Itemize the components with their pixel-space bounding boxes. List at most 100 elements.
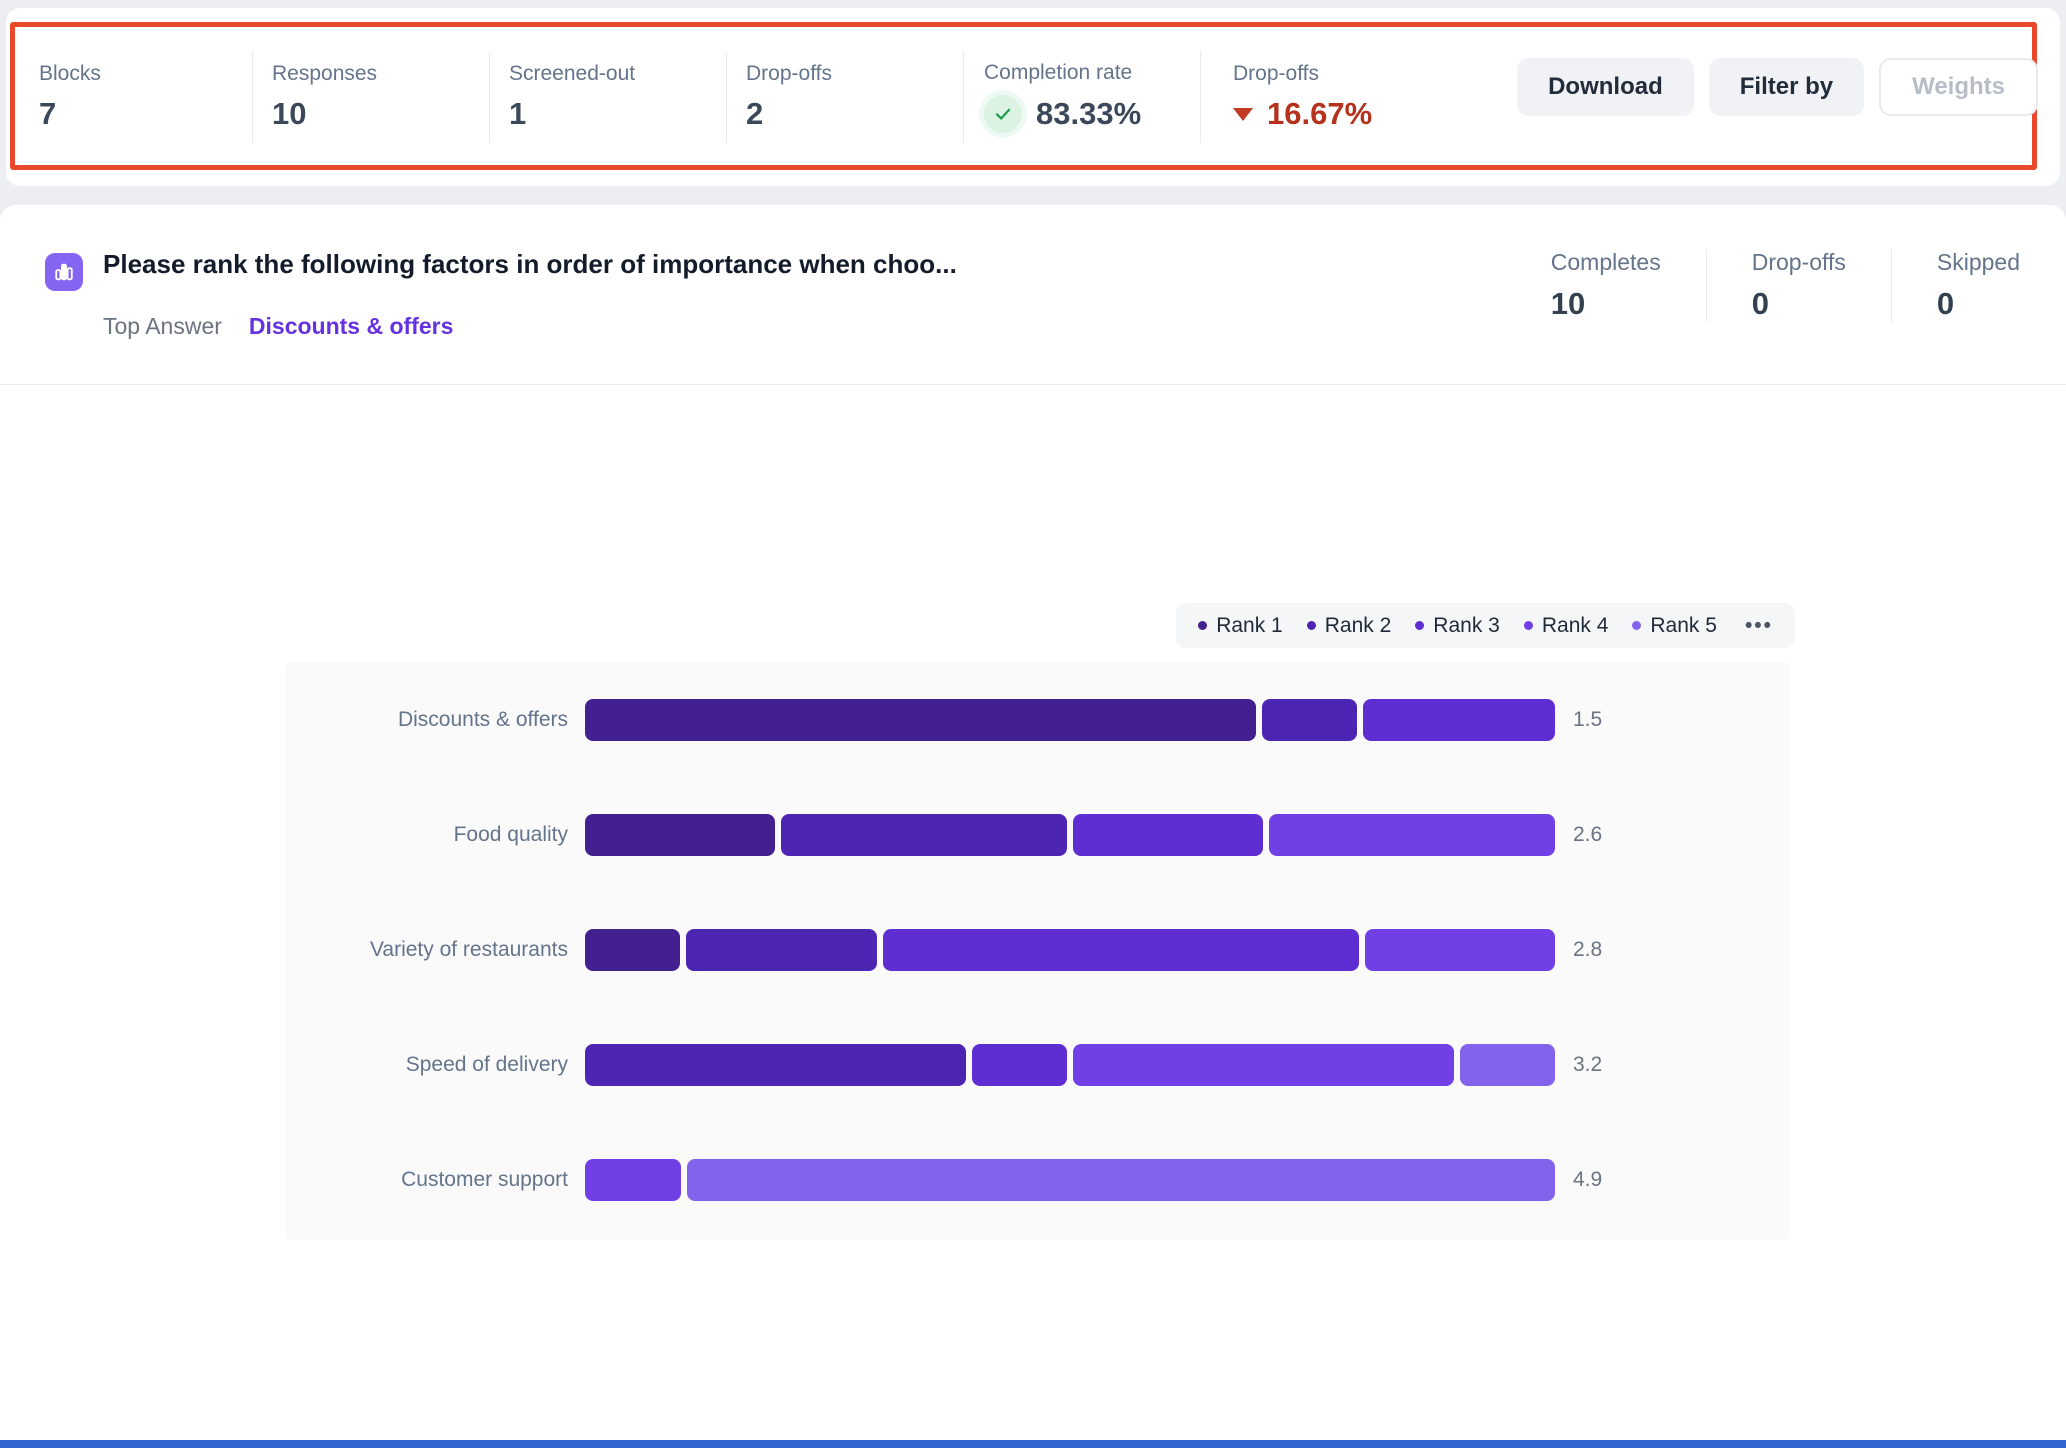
bar-segment-rank-1[interactable] <box>585 928 681 971</box>
legend-item-rank-4[interactable]: Rank 4 <box>1523 613 1609 638</box>
stat-value: 2 <box>746 96 764 131</box>
filter-by-button[interactable]: Filter by <box>1708 58 1865 116</box>
legend-label: Rank 2 <box>1324 613 1392 637</box>
stat-label: Responses <box>272 62 378 85</box>
qstat-value: 0 <box>1936 286 1955 321</box>
chart-row: Discounts & offers 1.5 <box>285 662 1790 777</box>
bar-segment-rank-4[interactable] <box>1364 928 1556 971</box>
bar-segment-rank-3[interactable] <box>882 928 1359 971</box>
chart-plot: Discounts & offers 1.5 Food quality 2.6 Vari… <box>285 662 1790 1240</box>
qstat-value: 10 <box>1550 286 1586 321</box>
top-answer-value: Discounts & offers <box>248 313 454 339</box>
category-label: Variety of restaurants <box>369 937 568 961</box>
completion-rate-value: 83.33% <box>1036 96 1142 131</box>
question-header: Please rank the following factors in ord… <box>0 205 2066 385</box>
legend-dot-icon <box>1306 621 1316 630</box>
category-label: Speed of delivery <box>405 1052 568 1076</box>
legend-dot-icon <box>1632 621 1642 630</box>
download-button[interactable]: Download <box>1517 58 1694 116</box>
stat-blocks: Blocks 7 <box>39 51 253 143</box>
bar-segment-rank-3[interactable] <box>1363 698 1555 741</box>
bottom-blue-bar <box>0 1440 2066 1448</box>
stat-label: Completion rate <box>984 61 1133 84</box>
stat-label: Blocks <box>39 62 101 85</box>
chart-row: Variety of restaurants 2.8 <box>285 892 1790 1007</box>
stat-value: 1 <box>509 96 527 131</box>
qstat-label: Completes <box>1550 249 1661 275</box>
bar-segment-rank-4[interactable] <box>585 1158 682 1201</box>
bar-segment-rank-3[interactable] <box>971 1043 1067 1086</box>
qstat-skipped: Skipped 0 <box>1890 249 2020 322</box>
bar-segment-rank-3[interactable] <box>1073 813 1264 856</box>
stat-dropoff-rate: Drop-offs 16.67% <box>1201 51 1501 143</box>
bar-track <box>585 928 1556 971</box>
legend-label: Rank 3 <box>1433 613 1500 637</box>
check-circle-icon <box>984 95 1022 133</box>
stat-drop-offs: Drop-offs 2 <box>727 51 964 143</box>
chart-row: Speed of delivery 3.2 <box>285 1007 1790 1122</box>
stat-label: Drop-offs <box>1233 62 1319 85</box>
survey-stats-header: Blocks 7 Responses 10 Screened-out 1 Dro… <box>6 8 2060 186</box>
question-stats: Completes 10 Drop-offs 0 Skipped 0 <box>1551 249 2020 322</box>
header-actions: Download Filter by Weights <box>1517 58 2038 116</box>
triangle-down-icon <box>1233 107 1253 121</box>
bar-segment-rank-5[interactable] <box>687 1158 1555 1201</box>
bar-segment-rank-2[interactable] <box>585 1043 966 1086</box>
category-label: Customer support <box>401 1167 568 1191</box>
avg-rank-value: 3.2 <box>1573 1052 1603 1076</box>
legend-dot-icon <box>1198 621 1208 630</box>
top-answer-row: Top Answer Discounts & offers <box>103 313 453 340</box>
stat-value: 7 <box>39 96 57 131</box>
bar-segment-rank-2[interactable] <box>781 813 1067 856</box>
qstat-label: Skipped <box>1936 249 2020 275</box>
bar-segment-rank-2[interactable] <box>1261 698 1358 741</box>
avg-rank-value: 1.5 <box>1573 707 1603 731</box>
chart-row: Food quality 2.6 <box>285 777 1790 892</box>
legend-overflow-button[interactable]: ••• <box>1744 613 1773 637</box>
bar-segment-rank-4[interactable] <box>1269 813 1555 856</box>
question-title: Please rank the following factors in ord… <box>103 249 957 279</box>
stat-label: Drop-offs <box>746 62 832 85</box>
legend-item-rank-2[interactable]: Rank 2 <box>1306 613 1392 638</box>
legend-dot-icon <box>1523 621 1533 630</box>
legend-item-rank-1[interactable]: Rank 1 <box>1198 614 1283 638</box>
avg-rank-value: 2.8 <box>1573 937 1603 961</box>
bar-track <box>585 813 1555 856</box>
bar-track <box>585 1158 1555 1201</box>
avg-rank-value: 4.9 <box>1573 1167 1603 1191</box>
question-card: Please rank the following factors in ord… <box>0 205 2066 1448</box>
avg-rank-value: 2.6 <box>1573 822 1603 846</box>
stat-label: Screened-out <box>509 62 636 85</box>
legend-label: Rank 1 <box>1216 613 1283 637</box>
stat-value: 10 <box>272 96 307 131</box>
qstat-value: 0 <box>1751 286 1769 321</box>
stat-completion-rate: Completion rate 83.33% <box>964 51 1201 143</box>
qstat-label: Drop-offs <box>1751 249 1846 275</box>
bar-segment-rank-1[interactable] <box>585 698 1256 741</box>
qstat-completes: Completes 10 <box>1551 249 1706 322</box>
chart-section: Rank 1 Rank 2 Rank 3 Rank 4 Rank 5 ••• Discou… <box>0 385 2066 1448</box>
legend-label: Rank 4 <box>1541 613 1609 637</box>
bar-segment-rank-5[interactable] <box>1459 1043 1555 1086</box>
chart-legend: Rank 1 Rank 2 Rank 3 Rank 4 Rank 5 ••• <box>1176 603 1795 648</box>
category-label: Food quality <box>453 822 568 846</box>
weights-button[interactable]: Weights <box>1879 58 2038 116</box>
legend-item-rank-5[interactable]: Rank 5 <box>1632 614 1717 638</box>
legend-dot-icon <box>1415 621 1425 630</box>
top-answer-label: Top Answer <box>103 313 222 339</box>
bar-track <box>585 1043 1555 1086</box>
chart-row: Customer support 4.9 <box>285 1122 1790 1237</box>
legend-item-rank-3[interactable]: Rank 3 <box>1415 614 1500 638</box>
bar-track <box>585 698 1555 741</box>
stat-responses: Responses 10 <box>253 51 490 143</box>
bar-segment-rank-4[interactable] <box>1073 1043 1454 1086</box>
bar-segment-rank-1[interactable] <box>585 813 776 856</box>
bar-segment-rank-2[interactable] <box>686 928 877 971</box>
dropoff-rate-value: 16.67% <box>1267 96 1373 131</box>
qstat-drop-offs: Drop-offs 0 <box>1705 249 1891 322</box>
category-label: Discounts & offers <box>397 707 568 731</box>
header-content: Blocks 7 Responses 10 Screened-out 1 Dro… <box>6 8 2060 186</box>
stat-screened-out: Screened-out 1 <box>490 51 727 143</box>
legend-label: Rank 5 <box>1650 613 1717 637</box>
ranking-question-type-icon <box>45 253 83 291</box>
